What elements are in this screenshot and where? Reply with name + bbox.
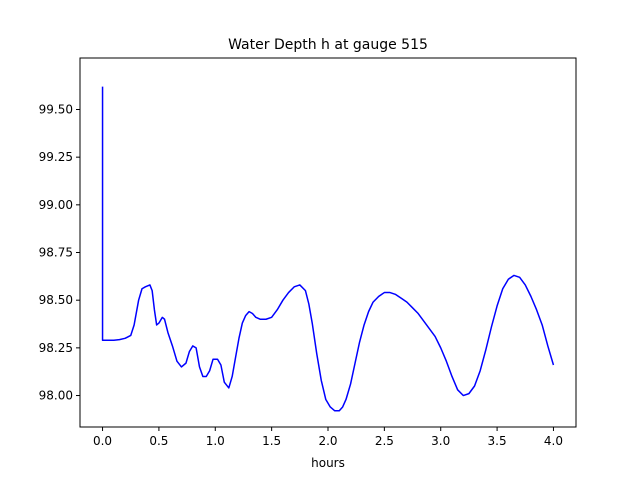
x-tick-label: 3.0 [431, 434, 450, 448]
y-tick-label: 98.25 [39, 341, 73, 355]
y-tick-label: 99.00 [39, 198, 73, 212]
axes-frame [79, 57, 577, 428]
series-line-0 [101, 86, 555, 412]
x-tick-label: 0.5 [149, 434, 168, 448]
x-tick-label: 3.5 [488, 434, 507, 448]
y-tick-label: 99.25 [39, 150, 73, 164]
x-tick-label: 4.0 [544, 434, 563, 448]
x-tick-label: 1.5 [262, 434, 281, 448]
x-tick-label: 1.0 [206, 434, 225, 448]
chart-title: Water Depth h at gauge 515 [228, 37, 428, 53]
y-tick-label: 98.50 [39, 293, 73, 307]
x-axis-label: hours [311, 456, 345, 470]
x-tick-label: 2.0 [318, 434, 337, 448]
y-tick-label: 98.75 [39, 246, 73, 260]
y-tick-label: 99.50 [39, 102, 73, 116]
y-axis-ticks: 98.00 98.25 98.50 98.75 99.00 99.25 99.50 [39, 102, 80, 403]
x-tick-label: 0.0 [93, 434, 112, 448]
x-tick-label: 2.5 [375, 434, 394, 448]
x-axis-ticks: 0.0 0.5 1.0 1.5 2.0 2.5 3.0 3.5 4.0 [93, 427, 563, 448]
plot-marks [101, 86, 555, 412]
y-tick-label: 98.00 [39, 389, 73, 403]
